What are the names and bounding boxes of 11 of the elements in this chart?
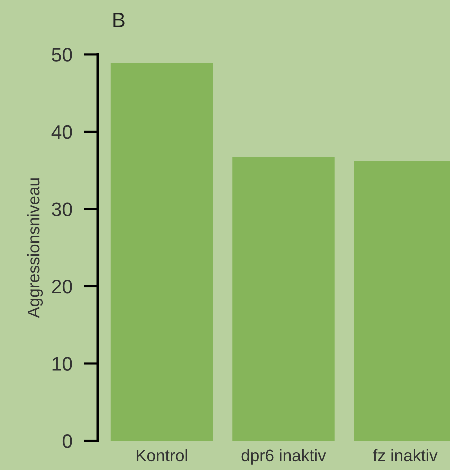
y-axis-title: Aggressionsniveau [28,178,44,318]
y-tick-label: 40 [52,125,72,140]
x-tick-label: dpr6 inaktiv [242,449,326,465]
y-tick-label: 10 [52,357,72,371]
chart-title: B [114,13,125,28]
x-tick-label: fz inaktiv [373,449,438,462]
y-tick-label: 50 [52,48,72,62]
y-tick-label: 30 [52,202,72,216]
x-tick-label: Kontrol [136,449,188,462]
y-tick-label: 20 [52,280,72,294]
y-tick-label: 0 [62,434,72,448]
